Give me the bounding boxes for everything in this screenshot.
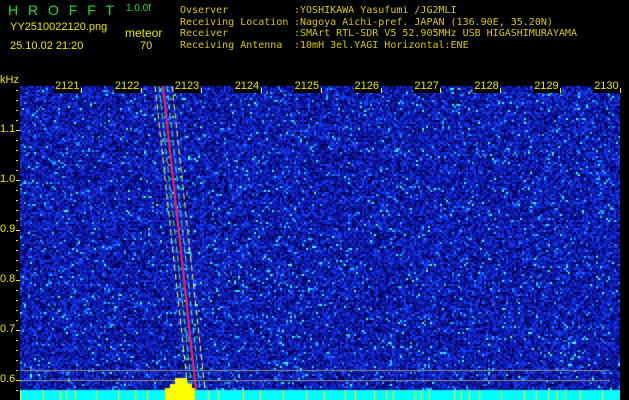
x-tick-label: 2128	[473, 80, 499, 93]
y-tick	[16, 180, 20, 181]
x-tick	[141, 88, 142, 93]
y-unit-label: kHz	[0, 74, 19, 86]
x-tick-label: 2130	[593, 80, 619, 93]
x-tick	[201, 88, 202, 93]
x-tick-label: 2124	[234, 80, 260, 93]
y-tick	[16, 230, 20, 231]
x-tick-label: 2123	[174, 80, 200, 93]
x-tick	[620, 88, 621, 93]
y-tick-label: 0.7	[0, 323, 15, 335]
y-tick	[16, 190, 18, 191]
y-tick	[16, 140, 18, 141]
info-value: :YOSHIKAWA Yasufumi /JG2MLI	[294, 5, 457, 16]
spectrogram-canvas	[20, 80, 620, 400]
y-tick	[16, 330, 20, 331]
x-tick	[261, 88, 262, 93]
y-tick	[16, 250, 18, 251]
y-tick	[16, 170, 18, 171]
y-tick-label: 0.8	[0, 273, 15, 285]
y-tick	[16, 360, 18, 361]
y-tick	[16, 210, 18, 211]
x-tick-label: 2126	[354, 80, 380, 93]
y-tick	[16, 340, 18, 341]
y-tick-label: 0.6	[0, 373, 15, 385]
info-label: Receiving Antenna	[180, 40, 294, 52]
info-row: Receiving Location:Nagoya Aichi-pref. JA…	[180, 17, 577, 29]
x-tick-label: 2121	[54, 80, 80, 93]
info-value: :10mH 3el.YAGI Horizontal:ENE	[294, 40, 469, 51]
y-tick-label: 1.1	[0, 123, 15, 135]
x-tick-label: 2129	[533, 80, 559, 93]
info-label: Receiving Location	[180, 17, 294, 29]
y-tick	[16, 310, 18, 311]
version-label: 1.0.0f	[126, 3, 151, 14]
y-tick	[16, 290, 18, 291]
info-value: :SMArt RTL-SDR V5 52.905MHz USB HIGASHIM…	[294, 28, 577, 39]
y-tick	[16, 320, 18, 321]
info-row: Receiver:SMArt RTL-SDR V5 52.905MHz USB …	[180, 28, 577, 40]
app-logo: H R O F F T	[8, 2, 117, 18]
x-tick	[500, 88, 501, 93]
x-tick	[321, 88, 322, 93]
info-row: Ovserver:YOSHIKAWA Yasufumi /JG2MLI	[180, 5, 577, 17]
x-tick	[440, 88, 441, 93]
y-tick	[16, 150, 18, 151]
y-tick	[16, 270, 18, 271]
y-tick	[16, 200, 18, 201]
x-tick	[560, 88, 561, 93]
x-tick-label: 2122	[114, 80, 140, 93]
y-tick	[16, 350, 18, 351]
x-tick	[81, 88, 82, 93]
y-tick	[16, 300, 18, 301]
y-tick-label: 1.0	[0, 173, 15, 185]
filename: YY2510022120.png	[10, 21, 107, 33]
info-label: Receiver	[180, 28, 294, 40]
datetime: 25.10.02 21:20	[10, 40, 83, 52]
y-tick	[16, 100, 18, 101]
station-info: Ovserver:YOSHIKAWA Yasufumi /JG2MLI Recei…	[180, 5, 577, 51]
info-row: Receiving Antenna:10mH 3el.YAGI Horizont…	[180, 40, 577, 52]
y-tick	[16, 390, 18, 391]
y-tick	[16, 380, 20, 381]
y-tick	[16, 90, 18, 91]
mode-label: meteor	[125, 26, 162, 40]
x-tick-label: 2125	[294, 80, 320, 93]
y-tick-label: 0.9	[0, 223, 15, 235]
y-tick	[16, 240, 18, 241]
y-tick	[16, 220, 18, 221]
mode-value: 70	[140, 40, 152, 52]
y-tick	[16, 280, 20, 281]
x-tick-label: 2127	[413, 80, 439, 93]
info-label: Ovserver	[180, 5, 294, 17]
x-tick	[381, 88, 382, 93]
y-tick	[16, 370, 18, 371]
y-tick	[16, 130, 20, 131]
y-tick	[16, 260, 18, 261]
y-tick	[16, 110, 18, 111]
info-value: :Nagoya Aichi-pref. JAPAN (136.90E, 35.2…	[294, 17, 553, 28]
y-tick	[16, 120, 18, 121]
y-tick	[16, 160, 18, 161]
